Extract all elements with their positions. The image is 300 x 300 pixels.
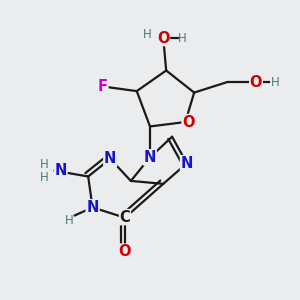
Text: H: H bbox=[143, 28, 152, 41]
Text: N: N bbox=[181, 156, 193, 171]
Text: C: C bbox=[120, 210, 130, 225]
Text: F: F bbox=[98, 79, 108, 94]
Text: O: O bbox=[250, 75, 262, 90]
Text: N: N bbox=[86, 200, 99, 215]
Text: N: N bbox=[181, 156, 193, 171]
Text: H: H bbox=[178, 32, 187, 45]
Text: N: N bbox=[104, 151, 116, 166]
Text: H: H bbox=[271, 76, 280, 89]
Text: H: H bbox=[65, 214, 74, 226]
Text: N: N bbox=[55, 163, 67, 178]
Text: N: N bbox=[144, 150, 156, 165]
Text: N: N bbox=[104, 151, 116, 166]
Text: O: O bbox=[119, 244, 131, 259]
Text: O: O bbox=[157, 31, 169, 46]
Text: O: O bbox=[182, 115, 194, 130]
Text: H: H bbox=[40, 158, 48, 171]
Text: H: H bbox=[40, 171, 48, 184]
Text: N: N bbox=[86, 200, 99, 215]
Text: N: N bbox=[144, 150, 156, 165]
